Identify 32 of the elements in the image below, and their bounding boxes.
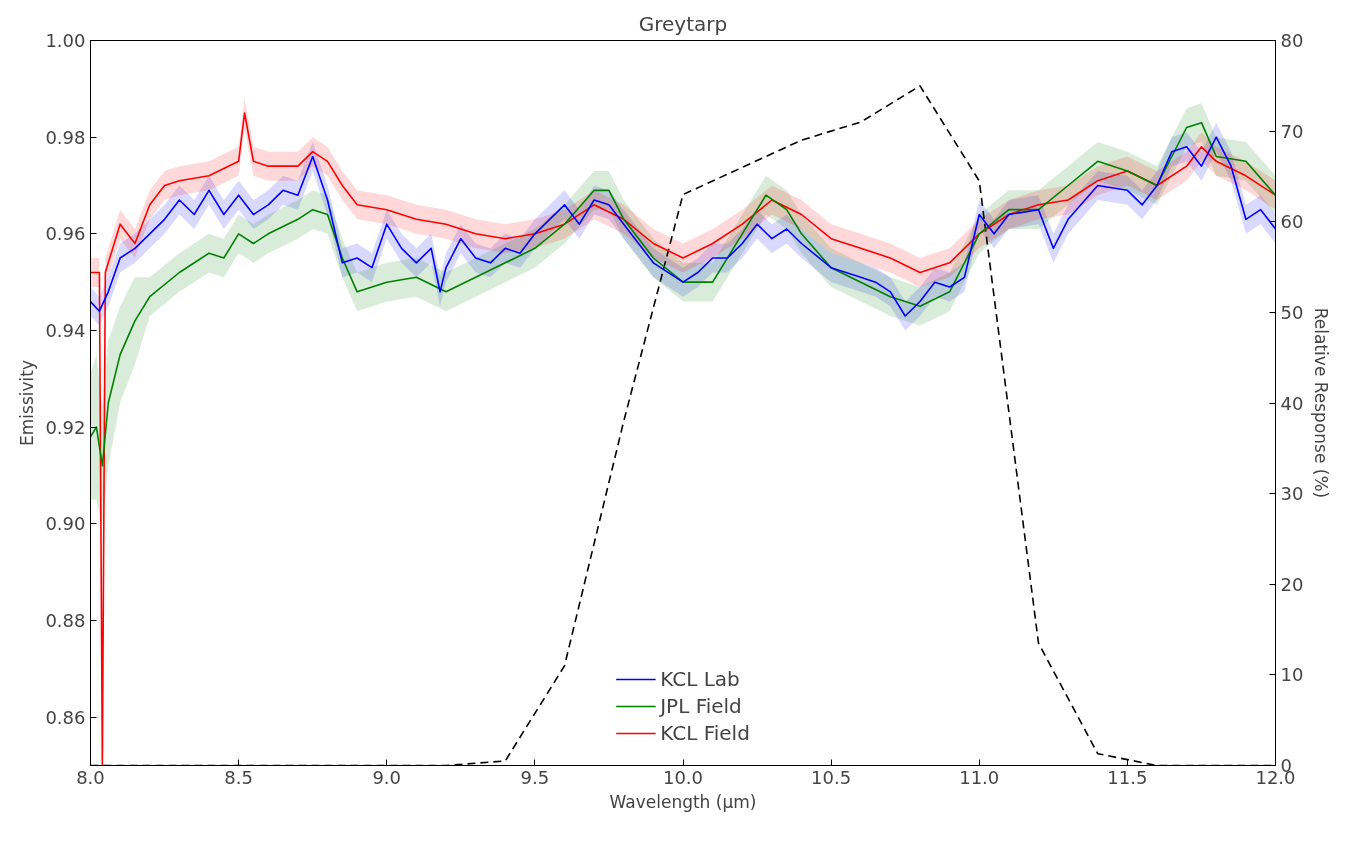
y-tick-label: 0.94 — [45, 320, 86, 341]
y2-axis-title: Relative Response (%) — [1311, 307, 1332, 499]
y-tick-label: 0.88 — [45, 610, 86, 631]
y2-tick-label: 60 — [1280, 211, 1304, 233]
y-tick-label: 1.00 — [45, 30, 86, 51]
chart-title: Greytarp — [638, 11, 728, 36]
line-series — [90, 121, 1276, 467]
y2-tick-label: 40 — [1280, 392, 1304, 414]
legend-label: KCL Lab — [660, 667, 740, 691]
y2-tick-label: 10 — [1280, 664, 1304, 686]
x-tick-label: 9.0 — [372, 766, 402, 788]
y2-tick-label: 80 — [1280, 30, 1304, 51]
legend-label: KCL Field — [660, 721, 750, 745]
x-axis-title: Wavelength (μm) — [609, 791, 757, 812]
x-tick-label: 9.5 — [520, 766, 550, 788]
x-tick-label: 8.0 — [76, 766, 105, 788]
y2-tick-label: 30 — [1280, 483, 1304, 505]
y2-tick-label: 20 — [1280, 573, 1304, 595]
x-tick-label: 11.0 — [959, 766, 1000, 788]
y-axis-title: Emissivity — [17, 360, 38, 446]
y2-tick-label: 50 — [1280, 301, 1304, 323]
y2-tick-label: 70 — [1280, 120, 1304, 142]
x-tick-label: 11.5 — [1107, 766, 1148, 788]
x-tick-label: 8.5 — [224, 766, 253, 788]
x-tick-label: 10.5 — [811, 766, 852, 788]
y-tick-label: 0.90 — [45, 513, 86, 535]
y-tick-label: 0.96 — [45, 223, 86, 245]
y-tick-label: 0.92 — [45, 416, 86, 438]
legend-label: JPL Field — [660, 694, 742, 718]
x-tick-label: 10.0 — [662, 766, 704, 788]
y-tick-label: 0.86 — [45, 706, 86, 728]
y-tick-label: 0.98 — [45, 126, 86, 148]
